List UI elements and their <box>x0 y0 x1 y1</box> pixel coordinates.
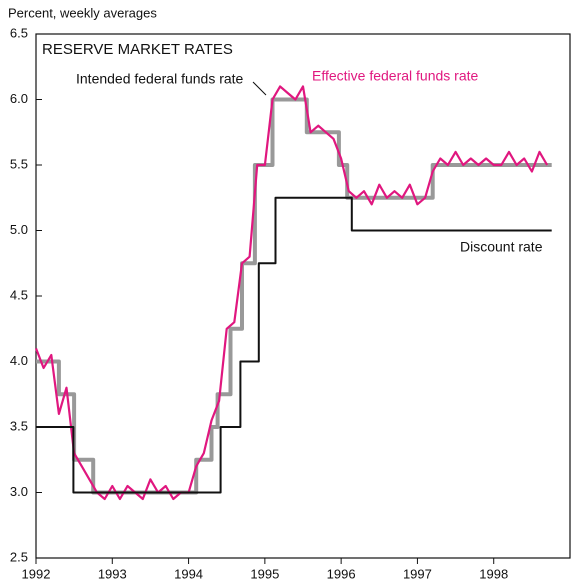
x-tick-label: 1997 <box>403 566 432 581</box>
y-tick-label: 5.0 <box>10 222 28 237</box>
x-tick-label: 1996 <box>327 566 356 581</box>
x-tick-label: 1993 <box>98 566 127 581</box>
series-line <box>36 196 552 494</box>
y-tick-label: 4.5 <box>10 287 28 302</box>
y-tick-label: 6.0 <box>10 91 28 106</box>
y-tick-label: 5.5 <box>10 156 28 171</box>
x-tick-label: 1995 <box>250 566 279 581</box>
x-tick-label: 1998 <box>479 566 508 581</box>
chart-title: RESERVE MARKET RATES <box>42 41 233 58</box>
series-line <box>36 97 552 495</box>
x-tick-label: 1994 <box>174 566 203 581</box>
y-tick-label: 4.0 <box>10 353 28 368</box>
y-axis-label: Percent, weekly averages <box>8 5 157 20</box>
y-tick-label: 3.5 <box>10 418 28 433</box>
y-tick-label: 6.5 <box>10 25 28 40</box>
plot-frame <box>35 33 571 559</box>
x-tick-label: 1992 <box>22 566 51 581</box>
series-label: Discount rate <box>460 239 543 255</box>
series-line <box>34 85 549 501</box>
leader-line <box>252 81 267 96</box>
y-tick-label: 3.0 <box>10 484 28 499</box>
y-tick-label: 2.5 <box>10 549 28 564</box>
series-label: Intended federal funds rate <box>76 71 244 87</box>
series-label: Effective federal funds rate <box>312 68 478 84</box>
